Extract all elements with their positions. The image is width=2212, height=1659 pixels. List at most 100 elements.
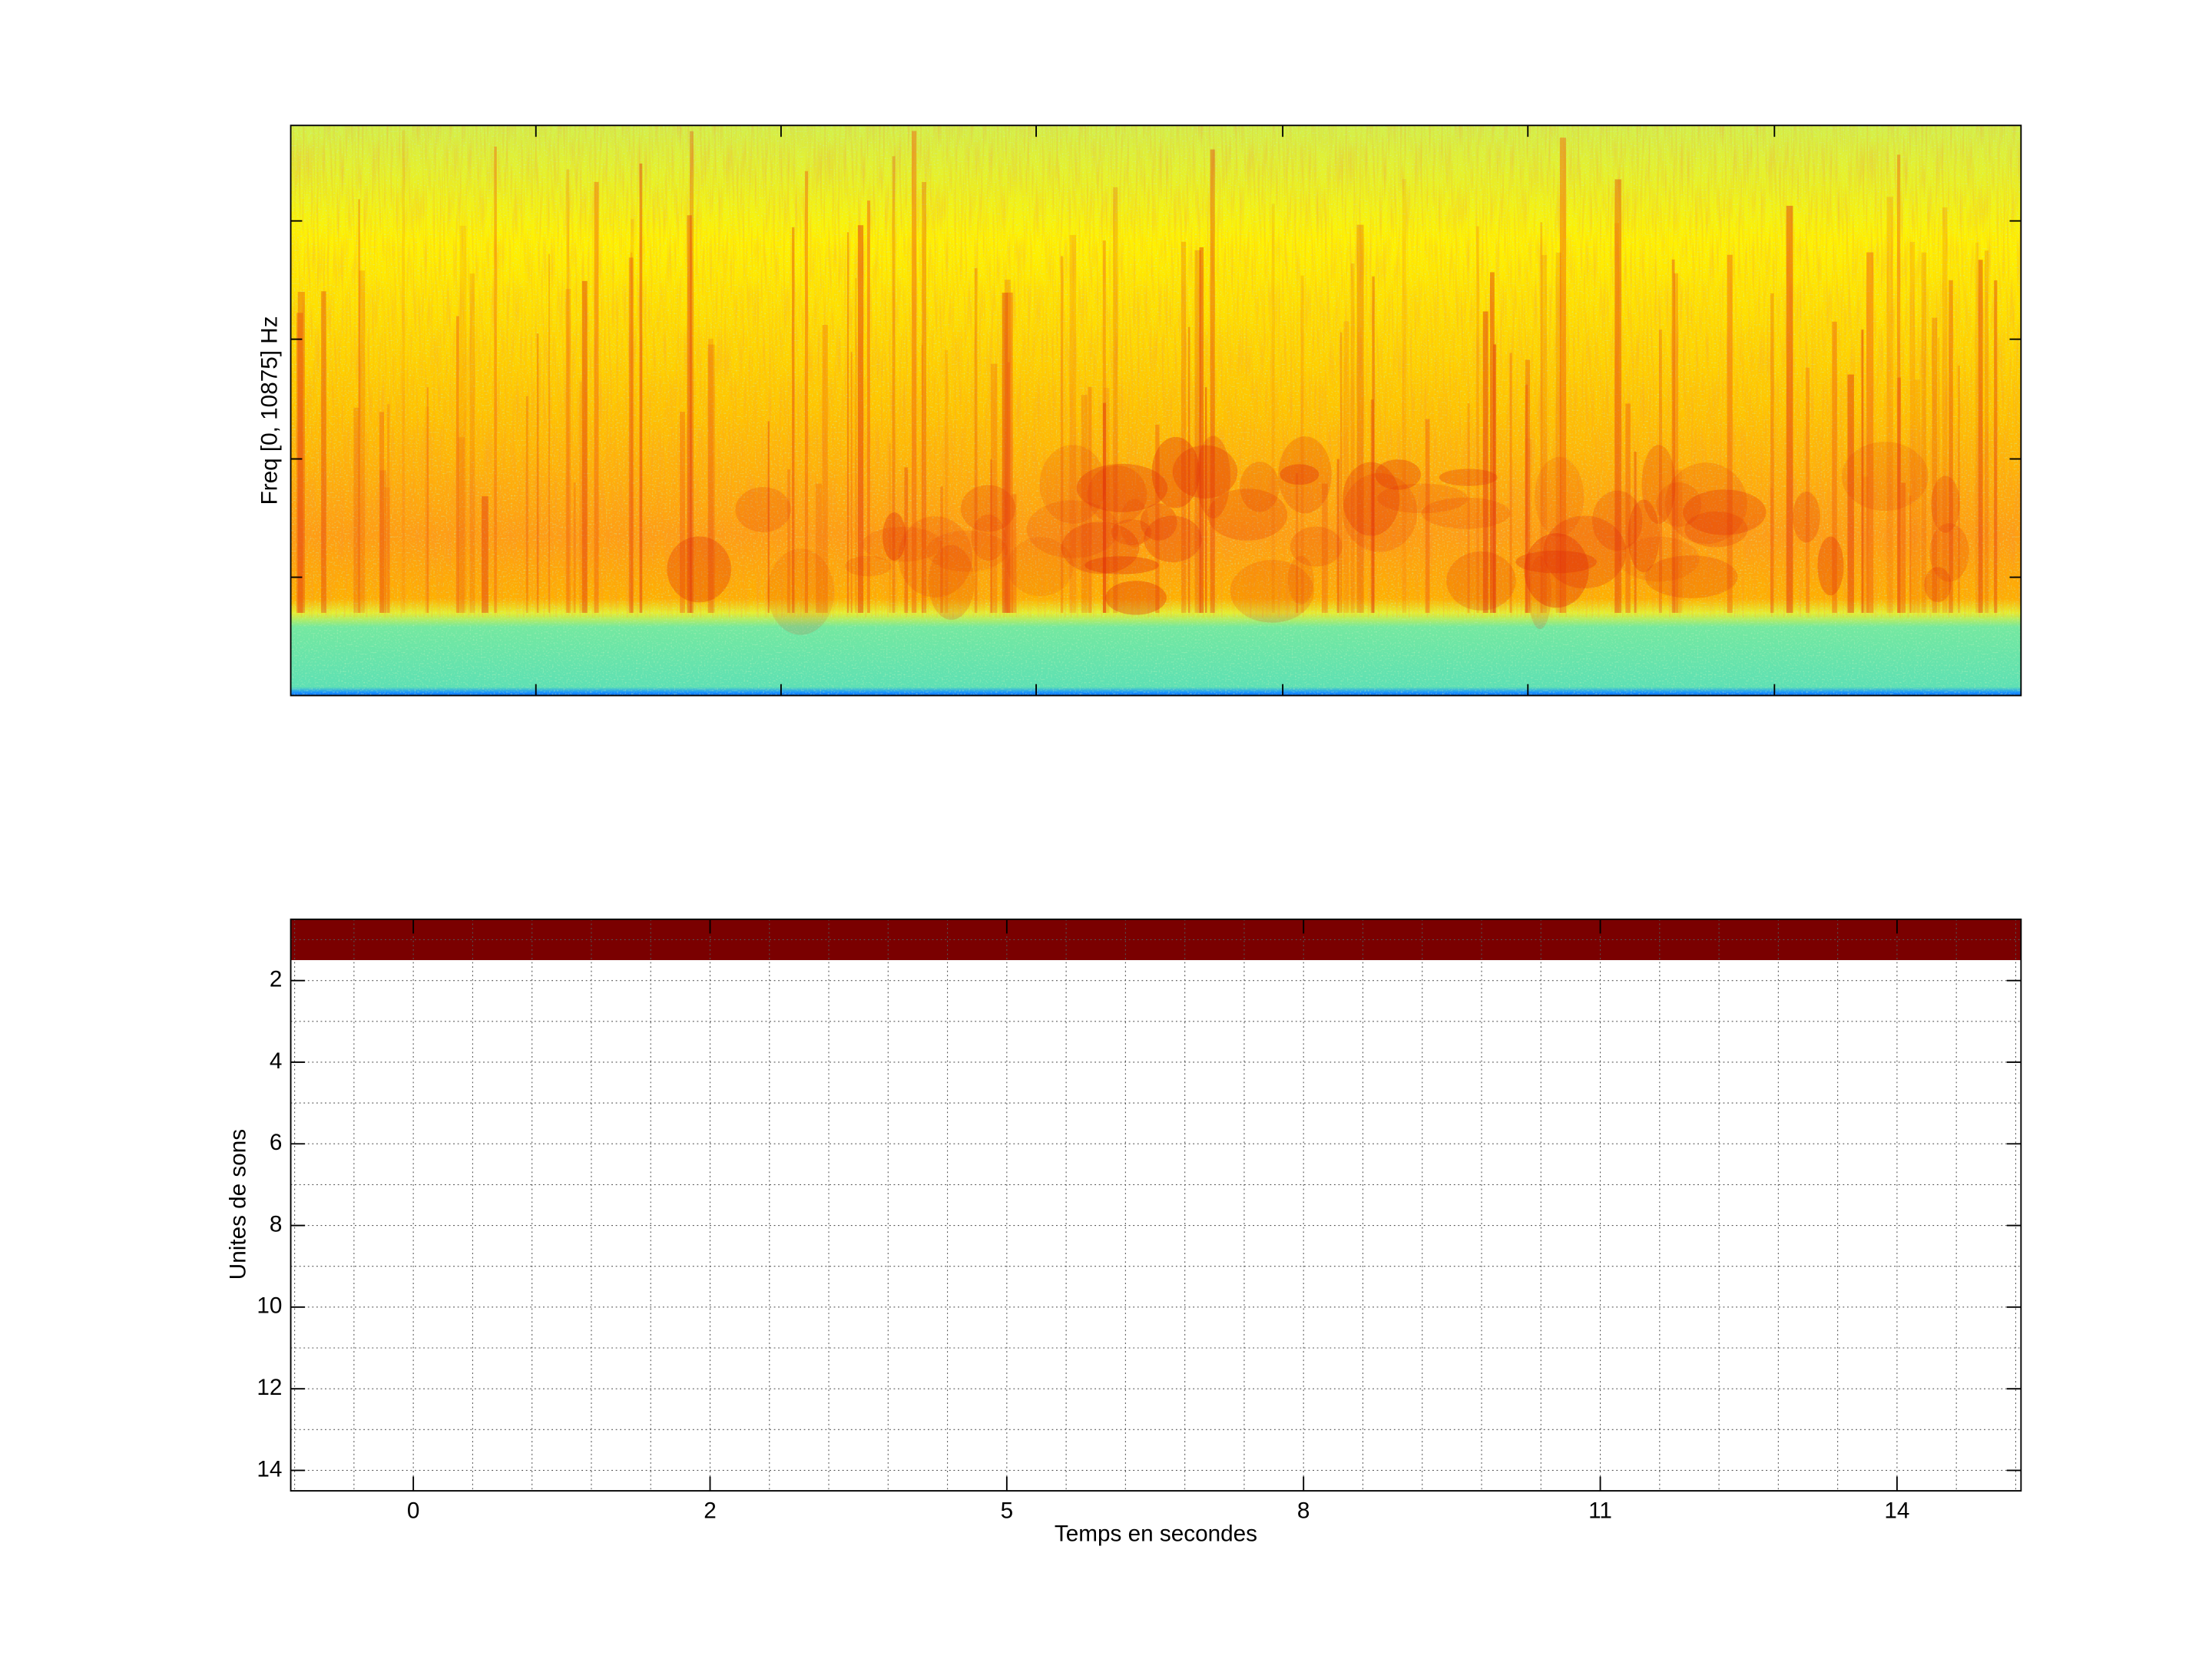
spectrogram-streak (1493, 344, 1496, 613)
spectrogram-streak (855, 278, 857, 613)
spectrogram-streak (921, 344, 923, 613)
spectrogram-streak (1372, 276, 1375, 613)
spectrogram-blob (1151, 436, 1200, 508)
spectrogram-blob (1524, 533, 1589, 608)
spectrogram-blob (1144, 515, 1202, 563)
spectrogram-streak (867, 200, 870, 613)
spectrogram-streak (1525, 439, 1532, 613)
spectrogram-blob (1087, 465, 1147, 525)
spectrogram-streak (1467, 403, 1470, 613)
y-tick-label: 8 (270, 1211, 283, 1237)
spectrogram-streak (458, 437, 465, 613)
spectrogram-streak (353, 407, 359, 613)
spectrogram-blob (1641, 445, 1676, 525)
spectrogram-streak (1339, 332, 1343, 613)
spectrogram-streak (1985, 250, 1989, 613)
y-tick-label: 12 (257, 1375, 282, 1400)
y-axis-label: Freq [0, 10875] Hz (257, 316, 282, 505)
spectrogram-streak (1786, 205, 1793, 613)
spectrogram-streak (1004, 280, 1011, 613)
spectrogram-blob (735, 487, 791, 532)
spectrogram-streak (1370, 399, 1374, 613)
spectrogram-streak (1113, 187, 1118, 613)
spectrogram-streak (767, 421, 770, 613)
spectrogram-streak (1102, 240, 1106, 613)
spectrogram-blob (1439, 469, 1498, 486)
spectrogram-streak (1012, 494, 1017, 613)
spectrogram-blob (1140, 503, 1177, 541)
spectrogram-streak (1847, 374, 1854, 613)
spectrogram-blob (1684, 511, 1748, 548)
x-tick-label: 5 (1001, 1498, 1014, 1524)
spectrogram-streak (455, 316, 459, 613)
spectrogram-streak (1343, 321, 1349, 613)
spectrogram-streak (1321, 483, 1328, 613)
spectrogram-blob (862, 526, 942, 562)
spectrogram-blob (1515, 550, 1597, 574)
spectrogram-streak (1932, 317, 1938, 613)
spectrogram-blob (1207, 488, 1288, 541)
spectrogram-blob (1924, 567, 1952, 602)
spectrogram-streak (1088, 386, 1092, 613)
spectrogram-streak (581, 280, 588, 613)
y-tick-label: 10 (257, 1293, 282, 1319)
spectrogram-streak (1081, 395, 1088, 613)
spectrogram-streak (1901, 482, 1906, 613)
spectrogram-streak (296, 313, 303, 613)
spectrogram-streak (1897, 377, 1901, 613)
spectrogram-streak (469, 273, 475, 613)
spectrogram-streak (1625, 403, 1631, 613)
spectrogram-frame (290, 124, 2022, 697)
spectrogram-blob (928, 545, 975, 620)
spectrogram-streak (1886, 197, 1893, 613)
spectrogram-blob (1026, 500, 1119, 558)
spectrogram-streak (1155, 425, 1160, 613)
spectrogram-streak (1770, 488, 1773, 613)
spectrogram-streak (922, 182, 927, 613)
spectrogram-streak (1296, 472, 1299, 613)
spectrogram-streak (482, 496, 488, 613)
spectrogram-streak (1671, 259, 1675, 613)
spectrogram-streak (940, 486, 943, 613)
spectrogram-streak (426, 387, 429, 613)
y-tick-label: 14 (257, 1456, 282, 1482)
spectrogram-blob (1375, 459, 1421, 490)
spectrogram-streak (1614, 223, 1620, 613)
spectrogram-streak (387, 404, 390, 613)
spectrogram-streak (787, 469, 790, 613)
spectrogram-blob (1421, 497, 1511, 529)
spectrogram-streak (892, 156, 896, 613)
spectrogram-streak (1975, 242, 1979, 613)
spectrogram-streak (707, 344, 715, 613)
spectrogram-streak (804, 171, 809, 613)
y-axis-label: Unites de sons (226, 1129, 251, 1280)
spectrogram-streak (1806, 367, 1810, 613)
spectrogram-streak (1525, 384, 1528, 613)
spectrogram-streak (974, 268, 978, 613)
spectrogram-streak (1007, 362, 1010, 613)
spectrogram-streak (639, 163, 643, 613)
spectrogram-streak (1659, 329, 1662, 613)
spectrogram-streak (573, 482, 576, 613)
spectrogram-streak (1350, 263, 1355, 613)
spectrogram-streak (990, 459, 992, 613)
spectrogram-streak (1210, 149, 1215, 613)
spectrogram-streak (1425, 419, 1430, 613)
spectrogram-streak (565, 289, 571, 613)
spectrogram-streak (1199, 247, 1204, 613)
spectrogram-blob (1683, 489, 1767, 535)
spectrogram-blob (1376, 483, 1468, 514)
x-tick-label: 2 (704, 1498, 717, 1524)
spectrogram-streak (1336, 459, 1339, 613)
spectrogram-blob (1929, 523, 1969, 582)
spectrogram-streak (1832, 321, 1837, 613)
spectrogram-streak (536, 333, 539, 613)
spectrogram-streak (379, 412, 384, 613)
spectrogram-blob (898, 516, 973, 598)
spectrogram-streak (566, 169, 570, 613)
spectrogram-blob (1061, 522, 1140, 575)
spectrogram-noise (290, 125, 2022, 618)
spectrogram-blob (971, 514, 1006, 561)
spectrogram-streak (1634, 452, 1637, 613)
spectrogram-blob (1120, 498, 1149, 548)
